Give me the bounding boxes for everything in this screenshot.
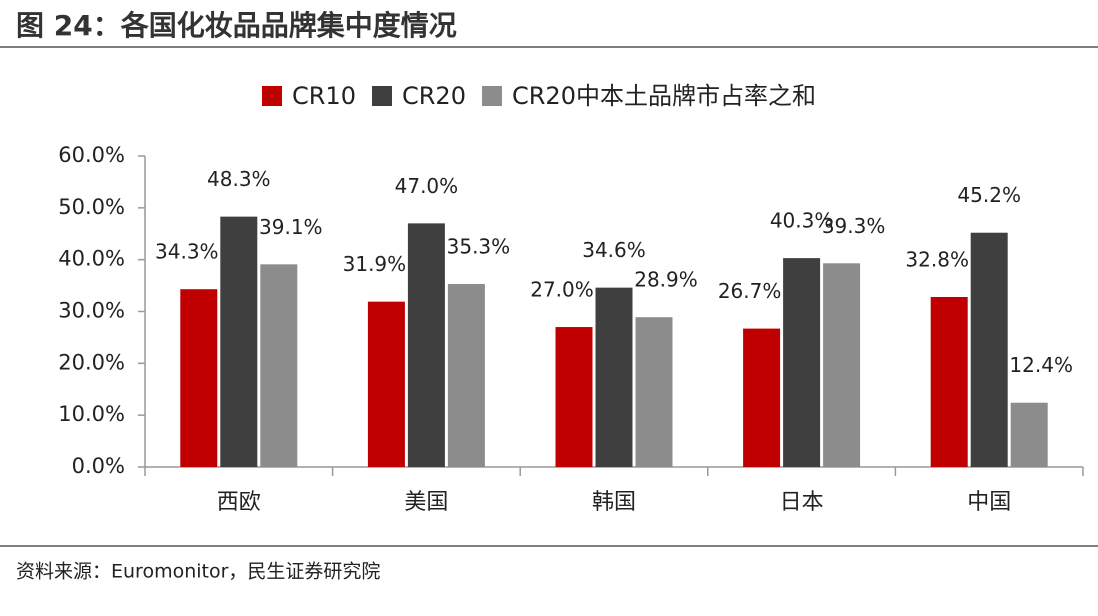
value-label: 39.3% — [822, 214, 886, 238]
bar — [555, 327, 593, 467]
x-tick-label: 韩国 — [592, 490, 636, 515]
value-label: 45.2% — [957, 183, 1021, 207]
bar — [447, 284, 485, 467]
value-label: 39.1% — [259, 215, 323, 239]
x-tick-label: 美国 — [404, 490, 448, 515]
value-label: 27.0% — [530, 278, 594, 302]
legend-label: CR10 — [292, 82, 356, 110]
value-label: 48.3% — [207, 167, 271, 191]
bar — [930, 296, 968, 467]
y-tick-label: 30.0% — [58, 299, 125, 323]
legend-swatch — [482, 86, 502, 106]
legend-swatch — [372, 86, 392, 106]
source: 资料来源：Euromonitor，民生证券研究院 — [16, 561, 380, 583]
value-label: 12.4% — [1009, 353, 1073, 377]
legend-swatch — [262, 86, 282, 106]
bar — [783, 258, 821, 467]
x-tick-label: 日本 — [780, 490, 824, 515]
bar — [220, 216, 258, 467]
chart-title: 图 24：各国化妆品品牌集中度情况 — [16, 9, 457, 42]
value-label: 34.3% — [155, 240, 219, 264]
bar — [407, 223, 445, 467]
x-tick-label: 西欧 — [217, 490, 261, 515]
value-label: 32.8% — [905, 247, 969, 271]
value-label: 28.9% — [634, 268, 698, 292]
bar — [743, 328, 781, 467]
bar — [823, 263, 861, 467]
x-tick-label: 中国 — [967, 490, 1011, 515]
value-label: 40.3% — [770, 209, 834, 233]
value-label: 26.7% — [718, 279, 782, 303]
y-tick-label: 60.0% — [58, 143, 125, 167]
value-label: 35.3% — [447, 235, 511, 259]
bar — [1010, 402, 1048, 467]
bar — [180, 289, 218, 467]
y-tick-label: 0.0% — [72, 454, 125, 478]
y-tick-label: 50.0% — [58, 195, 125, 219]
bar — [367, 301, 405, 467]
value-label: 34.6% — [582, 238, 646, 262]
y-tick-label: 20.0% — [58, 350, 125, 374]
value-label: 47.0% — [395, 174, 459, 198]
legend-label: CR20 — [402, 82, 466, 110]
bar — [595, 287, 633, 467]
y-tick-label: 40.0% — [58, 247, 125, 271]
value-label: 31.9% — [343, 252, 407, 276]
bar — [260, 264, 298, 467]
bar — [635, 317, 673, 467]
bar — [970, 232, 1008, 467]
legend-label: CR20中本土品牌市占率之和 — [512, 82, 816, 110]
y-tick-label: 10.0% — [58, 402, 125, 426]
